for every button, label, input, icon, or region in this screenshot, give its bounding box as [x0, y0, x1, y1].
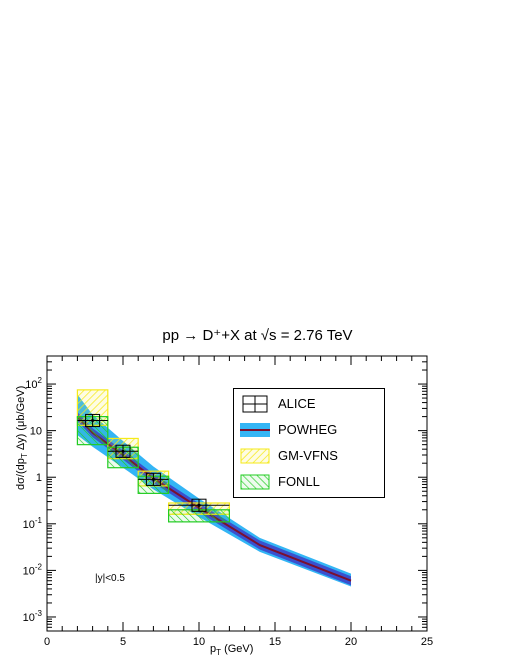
- x-tick-label: 10: [193, 636, 205, 648]
- plot-frame: [46, 355, 428, 632]
- rapidity-annotation: |y|<0.5: [95, 573, 125, 584]
- x-tick-label: 20: [345, 636, 357, 648]
- legend-gmvfns-symbol: [240, 448, 270, 464]
- x-axis-label: pT (GeV): [210, 643, 254, 658]
- alice-point: [91, 419, 95, 423]
- legend-label-fonll: FONLL: [278, 474, 320, 489]
- y-tick-label: 10-2: [23, 562, 43, 577]
- chart-title: pp → D⁺+X at √s = 2.76 TeV: [162, 327, 353, 344]
- y-tick-label: 1: [36, 472, 42, 484]
- x-tick-label: 0: [44, 636, 50, 648]
- y-tick-label: 10-1: [23, 516, 43, 531]
- x-tick-label: 5: [120, 636, 126, 648]
- y-axis-label: dσ/(dpT Δy) (μb/GeV): [15, 385, 30, 490]
- x-tick-label: 25: [421, 636, 433, 648]
- legend-label-powheg: POWHEG: [278, 422, 338, 437]
- y-tick-label: 10-3: [23, 609, 43, 624]
- y-tick-label: 102: [25, 376, 42, 391]
- alice-point: [197, 503, 201, 507]
- alice-point: [121, 449, 125, 453]
- legend: ALICE POWHEG GM-VFNS FONLL: [233, 388, 385, 498]
- legend-fonll-symbol: [240, 474, 270, 490]
- y-tick-label: 10: [30, 426, 42, 438]
- legend-powheg-symbol: [240, 423, 270, 437]
- legend-label-gmvfns: GM-VFNS: [278, 448, 338, 463]
- legend-label-alice: ALICE: [278, 396, 316, 411]
- legend-alice-symbol: [242, 395, 268, 413]
- alice-point: [151, 477, 155, 481]
- x-tick-label: 15: [269, 636, 281, 648]
- powheg-inner-band: [77, 412, 352, 586]
